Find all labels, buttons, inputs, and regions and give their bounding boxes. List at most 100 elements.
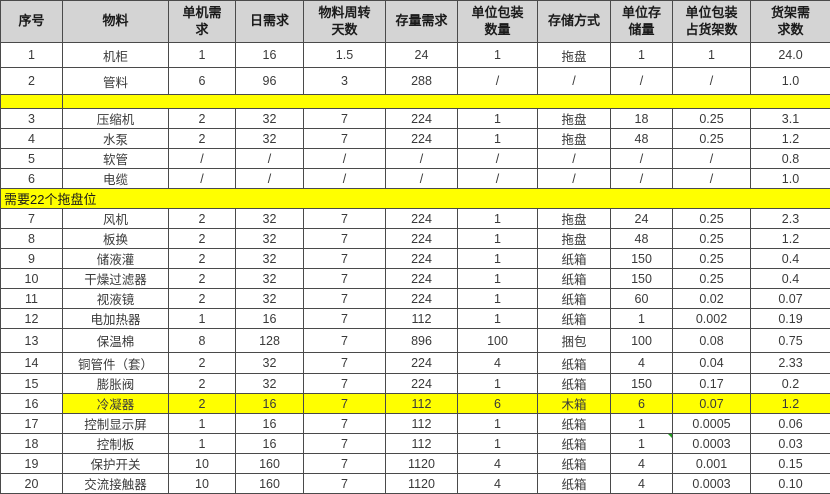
- cell-turnover-days[interactable]: 7: [304, 129, 386, 149]
- cell-shelf-demand[interactable]: 0.06: [751, 414, 830, 434]
- cell-shelf-demand[interactable]: 1.2: [751, 129, 830, 149]
- cell-storage-method[interactable]: 拖盘: [538, 229, 611, 249]
- cell-daily-demand[interactable]: 32: [236, 353, 304, 374]
- note-cell[interactable]: 需要22个拖盘位: [1, 189, 830, 209]
- cell-material[interactable]: 储液灌: [63, 249, 169, 269]
- cell-material[interactable]: 视液镜: [63, 289, 169, 309]
- cell-turnover-days[interactable]: 3: [304, 68, 386, 95]
- cell-per-unit-demand[interactable]: 1: [169, 309, 236, 329]
- cell-daily-demand[interactable]: /: [236, 149, 304, 169]
- cell-index[interactable]: 17: [1, 414, 63, 434]
- cell-stock-demand[interactable]: 24: [386, 43, 458, 68]
- cell-shelf-demand[interactable]: 0.03: [751, 434, 830, 454]
- cell-material[interactable]: 水泵: [63, 129, 169, 149]
- cell-unit-storage[interactable]: 48: [611, 229, 673, 249]
- cell-unit-storage[interactable]: 150: [611, 249, 673, 269]
- cell-per-unit-demand[interactable]: 2: [169, 249, 236, 269]
- cell-turnover-days[interactable]: 7: [304, 374, 386, 394]
- cell-daily-demand[interactable]: 32: [236, 374, 304, 394]
- cell-pkg-qty[interactable]: /: [458, 149, 538, 169]
- cell-pkg-shelf-ratio[interactable]: 0.25: [673, 129, 751, 149]
- cell-pkg-shelf-ratio[interactable]: 0.07: [673, 394, 751, 414]
- cell-pkg-shelf-ratio[interactable]: /: [673, 149, 751, 169]
- cell-turnover-days[interactable]: 7: [304, 289, 386, 309]
- cell-pkg-qty[interactable]: 1: [458, 309, 538, 329]
- cell-stock-demand[interactable]: 896: [386, 329, 458, 353]
- cell-shelf-demand[interactable]: 2.33: [751, 353, 830, 374]
- divider-cell-span[interactable]: [63, 95, 830, 109]
- cell-unit-storage[interactable]: 6: [611, 394, 673, 414]
- cell-per-unit-demand[interactable]: 2: [169, 109, 236, 129]
- cell-turnover-days[interactable]: 7: [304, 309, 386, 329]
- cell-index[interactable]: 12: [1, 309, 63, 329]
- cell-per-unit-demand[interactable]: 2: [169, 289, 236, 309]
- cell-per-unit-demand[interactable]: /: [169, 169, 236, 189]
- cell-pkg-shelf-ratio[interactable]: 0.25: [673, 249, 751, 269]
- cell-storage-method[interactable]: /: [538, 68, 611, 95]
- cell-unit-storage[interactable]: 4: [611, 474, 673, 494]
- cell-storage-method[interactable]: 纸箱: [538, 414, 611, 434]
- cell-turnover-days[interactable]: 7: [304, 353, 386, 374]
- cell-shelf-demand[interactable]: 1.2: [751, 394, 830, 414]
- cell-per-unit-demand[interactable]: 10: [169, 474, 236, 494]
- column-header-per-unit-demand[interactable]: 单机需 求: [169, 1, 236, 43]
- cell-daily-demand[interactable]: 16: [236, 43, 304, 68]
- cell-index[interactable]: 16: [1, 394, 63, 414]
- cell-pkg-shelf-ratio[interactable]: 0.001: [673, 454, 751, 474]
- cell-material[interactable]: 控制板: [63, 434, 169, 454]
- cell-index[interactable]: 14: [1, 353, 63, 374]
- cell-storage-method[interactable]: 拖盘: [538, 209, 611, 229]
- cell-storage-method[interactable]: 拖盘: [538, 43, 611, 68]
- cell-index[interactable]: 9: [1, 249, 63, 269]
- cell-index[interactable]: 18: [1, 434, 63, 454]
- cell-stock-demand[interactable]: 224: [386, 374, 458, 394]
- cell-daily-demand[interactable]: 32: [236, 229, 304, 249]
- cell-index[interactable]: 2: [1, 68, 63, 95]
- cell-per-unit-demand[interactable]: 1: [169, 43, 236, 68]
- cell-daily-demand[interactable]: 32: [236, 249, 304, 269]
- cell-daily-demand[interactable]: 32: [236, 209, 304, 229]
- cell-shelf-demand[interactable]: 0.2: [751, 374, 830, 394]
- cell-unit-storage[interactable]: 1: [611, 309, 673, 329]
- cell-pkg-qty[interactable]: 100: [458, 329, 538, 353]
- cell-pkg-shelf-ratio[interactable]: 0.04: [673, 353, 751, 374]
- cell-storage-method[interactable]: 纸箱: [538, 309, 611, 329]
- cell-stock-demand[interactable]: 112: [386, 394, 458, 414]
- cell-unit-storage[interactable]: /: [611, 149, 673, 169]
- cell-storage-method[interactable]: 捆包: [538, 329, 611, 353]
- cell-index[interactable]: 11: [1, 289, 63, 309]
- cell-unit-storage[interactable]: 150: [611, 374, 673, 394]
- cell-stock-demand[interactable]: 224: [386, 353, 458, 374]
- cell-daily-demand[interactable]: 160: [236, 474, 304, 494]
- cell-per-unit-demand[interactable]: 6: [169, 68, 236, 95]
- cell-turnover-days[interactable]: 7: [304, 474, 386, 494]
- cell-storage-method[interactable]: 纸箱: [538, 454, 611, 474]
- cell-storage-method[interactable]: 纸箱: [538, 269, 611, 289]
- cell-turnover-days[interactable]: /: [304, 169, 386, 189]
- cell-pkg-qty[interactable]: 1: [458, 289, 538, 309]
- cell-unit-storage[interactable]: 1: [611, 414, 673, 434]
- cell-shelf-demand[interactable]: 0.10: [751, 474, 830, 494]
- cell-per-unit-demand[interactable]: 1: [169, 414, 236, 434]
- cell-shelf-demand[interactable]: 24.0: [751, 43, 830, 68]
- cell-pkg-qty[interactable]: 1: [458, 434, 538, 454]
- cell-material[interactable]: 风机: [63, 209, 169, 229]
- cell-storage-method[interactable]: 纸箱: [538, 474, 611, 494]
- cell-shelf-demand[interactable]: 3.1: [751, 109, 830, 129]
- cell-stock-demand[interactable]: /: [386, 169, 458, 189]
- cell-shelf-demand[interactable]: 1.2: [751, 229, 830, 249]
- cell-shelf-demand[interactable]: 0.15: [751, 454, 830, 474]
- cell-pkg-qty[interactable]: 1: [458, 249, 538, 269]
- cell-turnover-days[interactable]: 7: [304, 329, 386, 353]
- cell-turnover-days[interactable]: 7: [304, 209, 386, 229]
- cell-per-unit-demand[interactable]: 2: [169, 394, 236, 414]
- cell-pkg-shelf-ratio[interactable]: 0.08: [673, 329, 751, 353]
- cell-turnover-days[interactable]: 7: [304, 454, 386, 474]
- cell-turnover-days[interactable]: 1.5: [304, 43, 386, 68]
- cell-stock-demand[interactable]: /: [386, 149, 458, 169]
- cell-material[interactable]: 保护开关: [63, 454, 169, 474]
- cell-pkg-qty[interactable]: 1: [458, 229, 538, 249]
- cell-shelf-demand[interactable]: 0.4: [751, 249, 830, 269]
- cell-material[interactable]: 膨胀阀: [63, 374, 169, 394]
- cell-daily-demand[interactable]: 16: [236, 414, 304, 434]
